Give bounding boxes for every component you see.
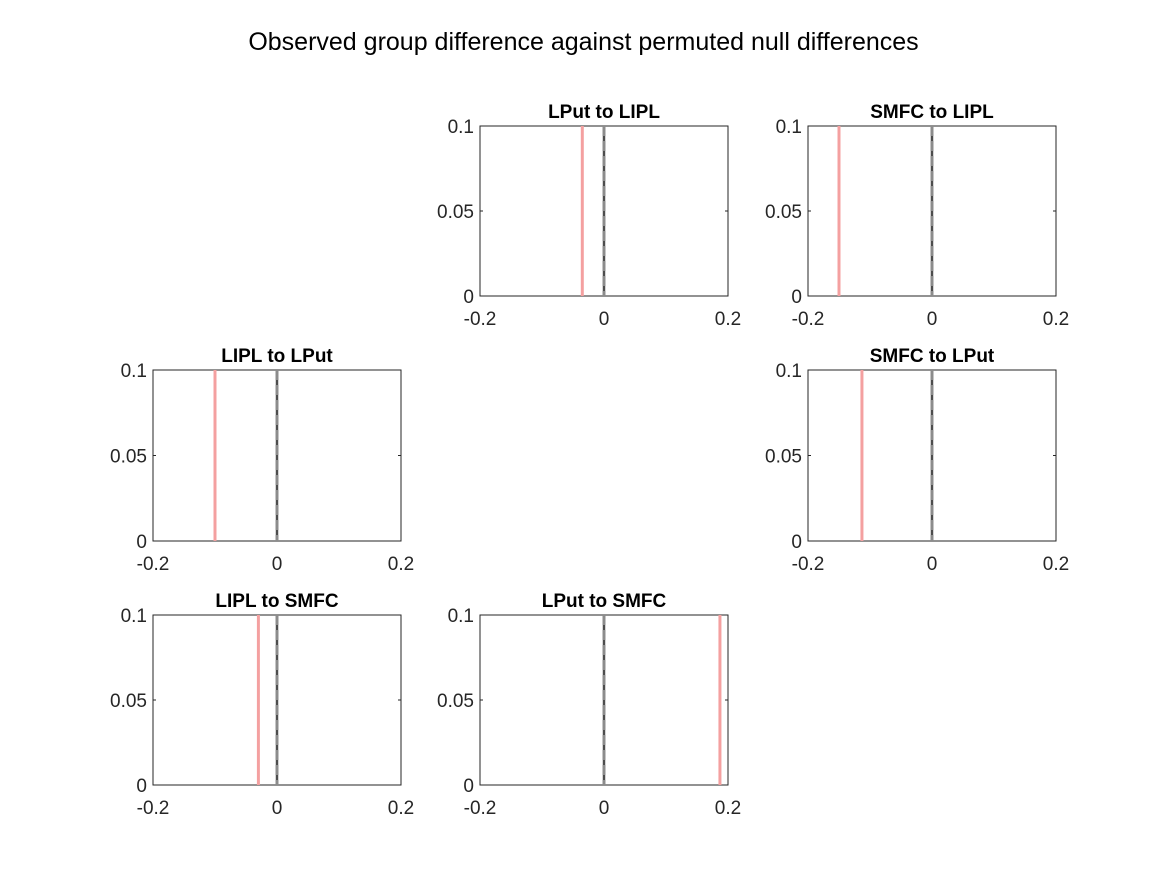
y-tick-label: 0.1 [776, 117, 802, 138]
y-tick-label: 0.1 [448, 606, 474, 627]
panel-title: SMFC to LIPL [870, 102, 994, 123]
y-tick-label: 0.05 [437, 202, 474, 223]
x-tick-label: -0.2 [792, 309, 825, 330]
x-tick-label: 0 [272, 798, 283, 819]
y-tick-label: 0.05 [437, 691, 474, 712]
figure-title: Observed group difference against permut… [248, 28, 919, 56]
x-tick-label: 0.2 [1043, 554, 1069, 575]
y-tick-label: 0 [136, 776, 147, 797]
x-tick-label: 0.2 [388, 798, 414, 819]
x-tick-label: 0.2 [715, 309, 741, 330]
y-tick-label: 0 [791, 287, 802, 308]
panel-title: LPut to LIPL [548, 102, 660, 123]
panel-title: SMFC to LPut [870, 346, 995, 367]
x-tick-label: 0.2 [388, 554, 414, 575]
y-tick-label: 0.05 [765, 447, 802, 468]
y-tick-label: 0.1 [121, 606, 147, 627]
y-tick-label: 0 [463, 776, 474, 797]
y-tick-label: 0.1 [776, 361, 802, 382]
x-tick-label: -0.2 [792, 554, 825, 575]
y-tick-label: 0 [791, 532, 802, 553]
y-tick-label: 0 [463, 287, 474, 308]
x-tick-label: 0 [927, 554, 938, 575]
x-tick-label: 0.2 [1043, 309, 1069, 330]
y-tick-label: 0.05 [110, 447, 147, 468]
x-tick-label: -0.2 [137, 554, 170, 575]
y-tick-label: 0.05 [110, 691, 147, 712]
x-tick-label: 0 [599, 798, 610, 819]
x-tick-label: -0.2 [137, 798, 170, 819]
x-tick-label: -0.2 [464, 309, 497, 330]
x-tick-label: -0.2 [464, 798, 497, 819]
y-tick-label: 0.05 [765, 202, 802, 223]
x-tick-label: 0 [272, 554, 283, 575]
y-tick-label: 0.1 [448, 117, 474, 138]
panel-title: LPut to SMFC [542, 591, 667, 612]
panel-title: LIPL to LPut [221, 346, 333, 367]
panel-title: LIPL to SMFC [215, 591, 338, 612]
x-tick-label: 0 [599, 309, 610, 330]
y-tick-label: 0 [136, 532, 147, 553]
x-tick-label: 0 [927, 309, 938, 330]
x-tick-label: 0.2 [715, 798, 741, 819]
y-tick-label: 0.1 [121, 361, 147, 382]
